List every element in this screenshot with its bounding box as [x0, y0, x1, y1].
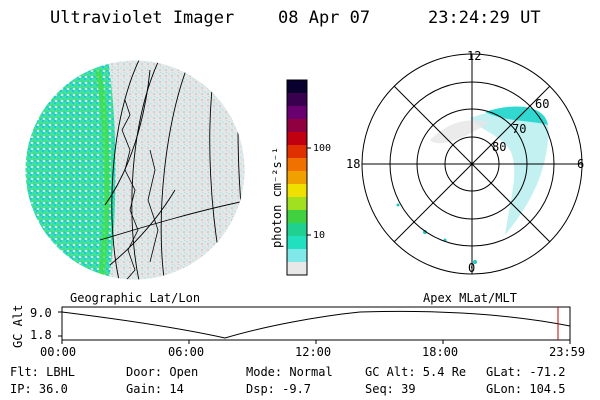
colorbar-band [287, 145, 307, 159]
altitude-plot [58, 306, 571, 344]
colorbar-band [287, 132, 307, 146]
time-tick-0600: 06:00 [168, 345, 204, 359]
colorbar-unit-label: photon cm⁻²s⁻¹ [270, 146, 284, 248]
colorbar-band [287, 249, 307, 263]
geo-lon-info: GLon: 104.5 [486, 382, 566, 396]
colorbar-tick-100: 100 [313, 143, 331, 154]
alt-tick-9: 9.0 [30, 306, 52, 320]
colorbar-band [287, 223, 307, 237]
intensity-colorbar [287, 80, 307, 276]
colorbar-band [287, 119, 307, 133]
colorbar-band [287, 171, 307, 185]
door-info: Door: Open [126, 365, 199, 379]
time-tick-2359: 23:59 [549, 345, 585, 359]
colorbar-tick-10: 10 [313, 230, 325, 241]
observation-date: 08 Apr 07 [278, 8, 371, 28]
gain-info: Gain: 14 [126, 382, 184, 396]
polar-grid [361, 53, 583, 275]
coastline [121, 99, 159, 280]
instrument-title: Ultraviolet Imager [50, 8, 235, 28]
geo-lat-info: GLat: -71.2 [486, 365, 566, 379]
filter-info: Flt: LBHL [10, 365, 76, 379]
auroral-emission-faint [108, 60, 245, 280]
geographic-panel-label: Geographic Lat/Lon [70, 291, 200, 305]
mlt-label-12: 12 [467, 49, 481, 63]
colorbar-frame [286, 79, 308, 276]
observation-time: 23:24:29 UT [428, 8, 541, 28]
ip-info: IP: 36.0 [10, 382, 68, 396]
colorbar-band [287, 93, 307, 107]
time-tick-1200: 12:00 [295, 345, 331, 359]
colorbar-band [287, 106, 307, 120]
colorbar-band [287, 236, 307, 250]
apex-panel-label: Apex MLat/MLT [423, 291, 517, 305]
altitude-axis-label: GC Alt [11, 304, 25, 348]
dsp-info: Dsp: -9.7 [246, 382, 312, 396]
terminator-glow [95, 69, 110, 280]
colorbar-band [287, 197, 307, 211]
auroral-oval-bright [485, 106, 548, 125]
alt-tick-1-8: 1.8 [30, 328, 52, 342]
sequence-info: Seq: 39 [365, 382, 416, 396]
altitude-plot-frame [61, 306, 571, 341]
mlt-label-6: 6 [577, 157, 584, 171]
mode-info: Mode: Normal [246, 365, 333, 379]
auroral-oval-emission [470, 109, 549, 235]
mlt-label-18: 18 [346, 157, 360, 171]
colorbar-band [287, 158, 307, 172]
mlat-label-80: 80 [492, 140, 506, 154]
altitude-curve [61, 310, 571, 339]
mlat-label-60: 60 [535, 97, 549, 111]
mlt-label-0: 0 [468, 261, 475, 275]
colorbar-band [287, 184, 307, 198]
colorbar-band [287, 262, 307, 276]
geographic-disk [24, 59, 246, 281]
colorbar-band [287, 80, 307, 94]
gc-alt-info: GC Alt: 5.4 Re [365, 365, 467, 379]
mlat-label-70: 70 [512, 122, 526, 136]
time-tick-0000: 00:00 [40, 345, 76, 359]
colorbar-band [287, 210, 307, 224]
polar-mlt-plot [361, 53, 583, 275]
time-tick-1800: 18:00 [422, 345, 458, 359]
